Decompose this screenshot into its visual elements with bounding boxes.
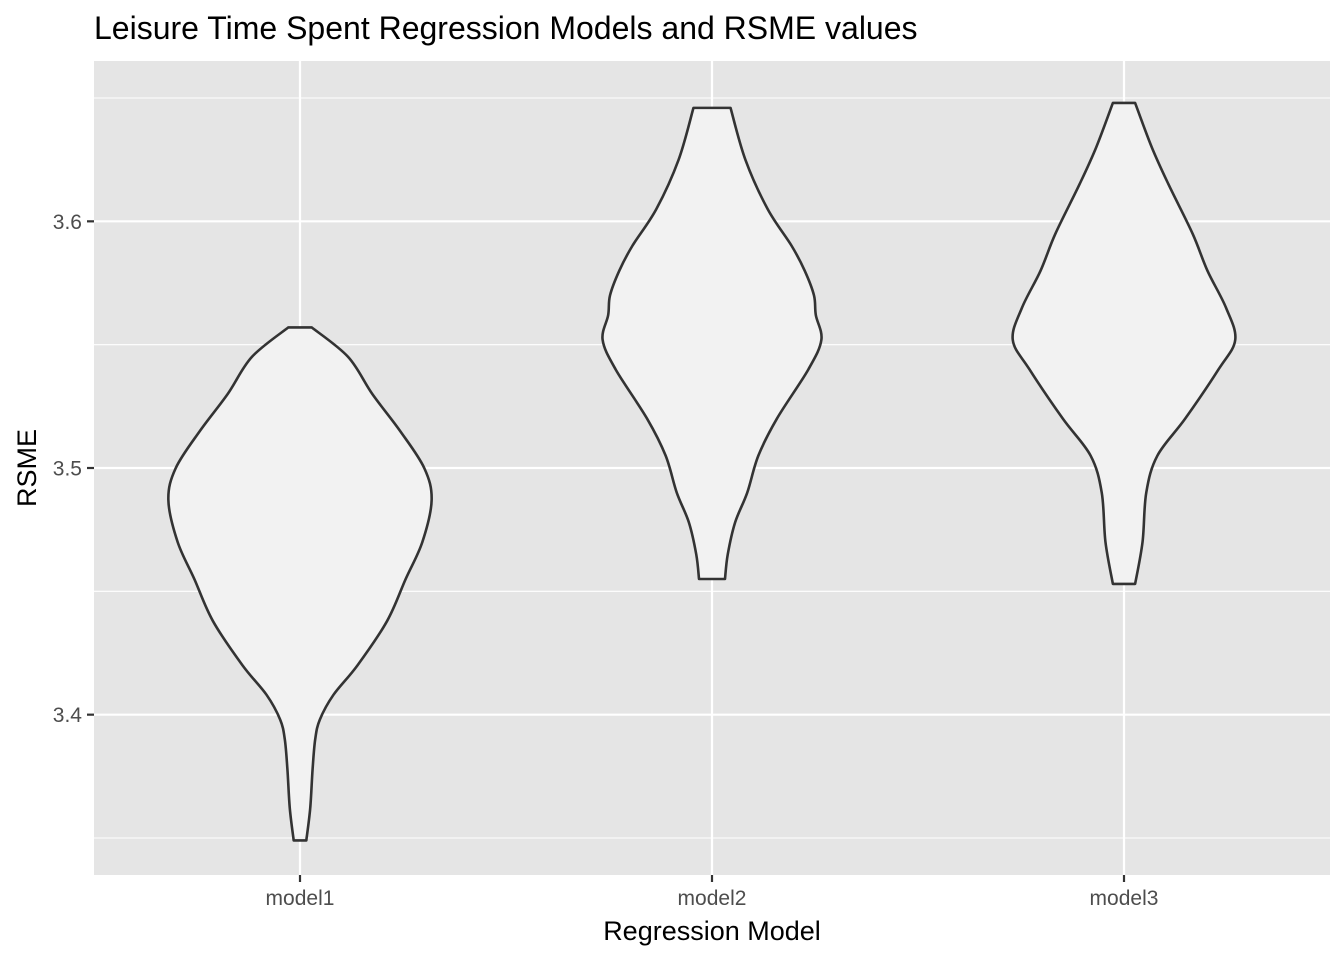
violins	[167, 101, 1237, 842]
x-axis-title: Regression Model	[603, 916, 821, 946]
x-tick-label: model1	[266, 887, 335, 910]
x-axis-ticks: model1 model2 model3	[266, 875, 1159, 910]
y-axis-ticks: 3.4 3.5 3.6	[53, 211, 94, 727]
x-tick-label: model3	[1090, 887, 1159, 910]
y-axis-title: RSME	[12, 429, 42, 507]
chart-title: Leisure Time Spent Regression Models and…	[94, 10, 918, 46]
y-tick-label: 3.4	[53, 704, 83, 727]
x-tick-label: model2	[678, 887, 747, 910]
violin-model1	[167, 326, 433, 842]
y-tick-label: 3.5	[53, 458, 82, 481]
violin-model3	[1011, 101, 1237, 586]
violin-model2	[601, 106, 823, 581]
y-tick-label: 3.6	[53, 211, 82, 234]
